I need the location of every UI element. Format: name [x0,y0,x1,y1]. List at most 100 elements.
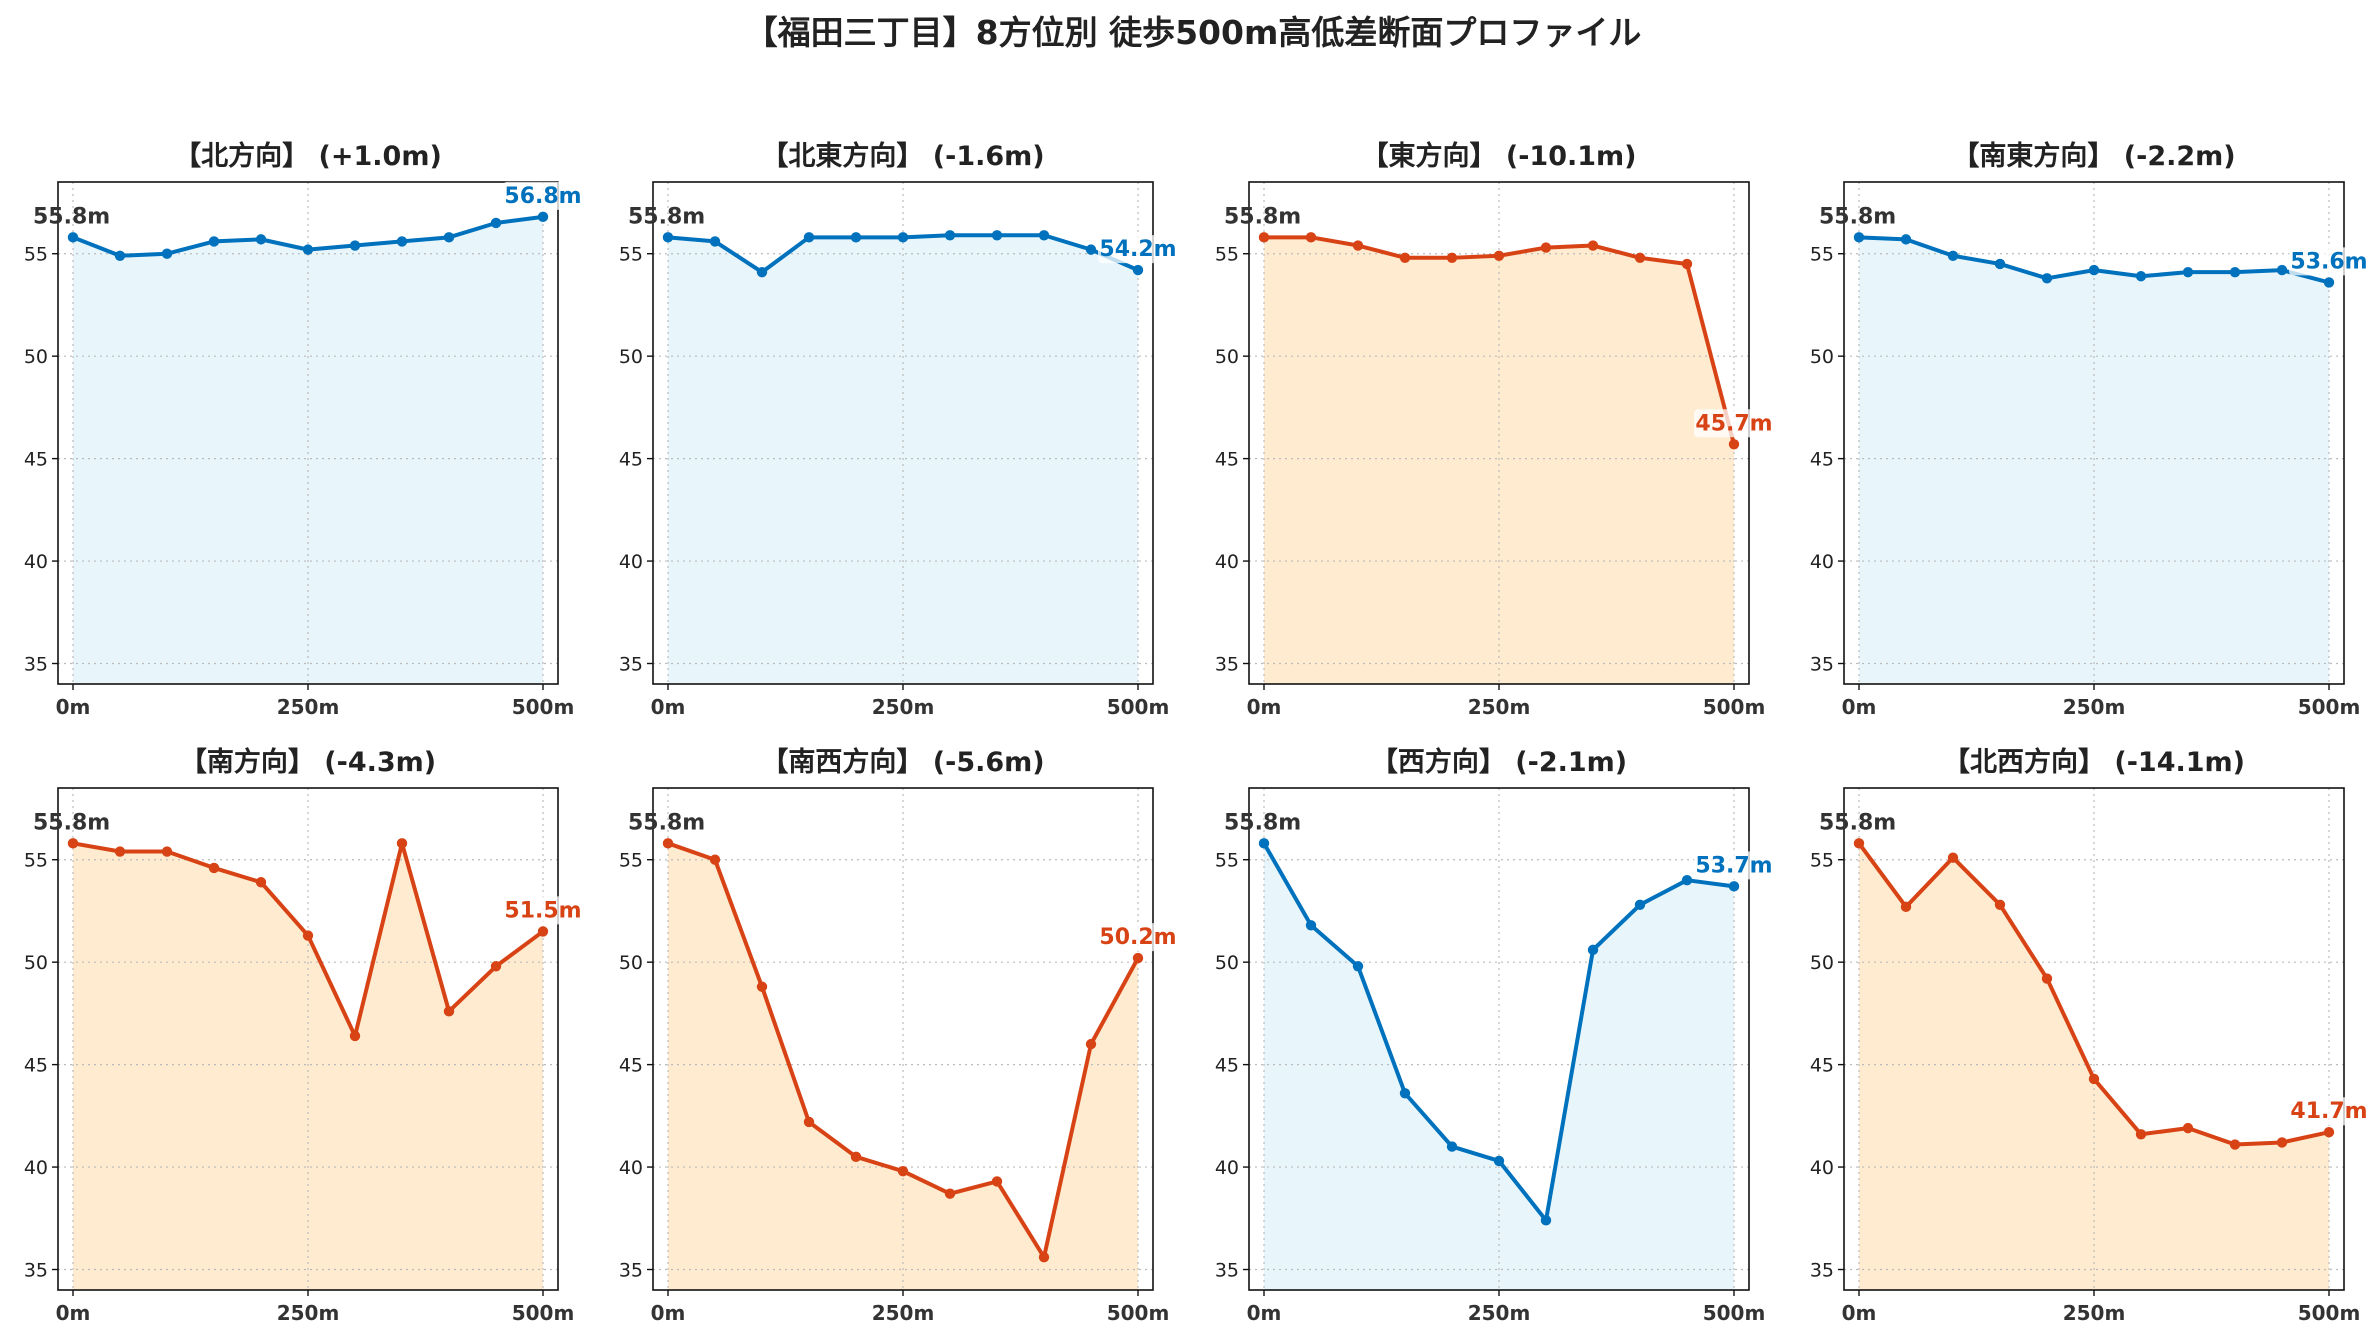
data-point [1038,230,1050,241]
data-point [2229,1139,2241,1150]
start-elevation-label: 55.8m [628,204,705,229]
data-point [2088,1073,2100,1085]
data-point [1305,920,1317,931]
data-point [349,240,361,251]
data-point [803,232,815,243]
y-tick-label: 45 [1215,1055,1239,1077]
data-point [1305,232,1317,243]
data-point [1587,944,1599,956]
data-point [161,248,173,259]
y-tick-label: 50 [1215,952,1239,974]
data-point [1399,252,1411,264]
y-tick-label: 55 [24,850,48,872]
elevation-area [1859,237,2329,684]
panel-title: 【西方向】 (-2.1m) [1371,746,1627,778]
data-point [1085,244,1097,255]
data-point [537,211,549,223]
data-point [944,230,956,241]
panel-title: 【東方向】 (-10.1m) [1361,140,1636,172]
data-point [1853,838,1865,849]
elevation-area [73,216,543,685]
data-point [1900,901,1912,913]
elevation-area [73,843,543,1290]
x-tick-label: 0m [1247,1301,1282,1325]
end-elevation-label: 41.7m [2290,1099,2367,1124]
y-tick-label: 35 [24,1260,48,1282]
data-point [991,1176,1003,1187]
data-point [2135,271,2147,282]
y-tick-label: 35 [1810,1260,1834,1282]
x-tick-label: 250m [2063,1301,2126,1325]
panel-title: 【北東方向】 (-1.6m) [761,140,1044,172]
y-tick-label: 40 [1215,551,1239,573]
data-point [803,1116,815,1128]
x-tick-label: 250m [277,1301,340,1325]
y-tick-label: 55 [1215,850,1239,872]
x-tick-label: 250m [1468,1301,1531,1325]
y-tick-label: 35 [24,654,48,676]
x-tick-label: 0m [56,1301,91,1325]
data-point [1634,899,1646,910]
panel-7: 【北西方向】 (-14.1m) 35 40 45 50 55 0m 250m 500m 55.8m… [1810,746,2369,1325]
y-tick-label: 40 [619,551,643,573]
data-point [537,926,549,937]
panel-3: 【南東方向】 (-2.2m) 35 40 45 50 55 0m 250m 500m 55.8m 5… [1810,140,2369,719]
data-point [1900,234,1912,245]
y-tick-label: 40 [1810,1157,1834,1179]
y-tick-label: 35 [619,654,643,676]
elevation-area [1264,237,1734,684]
x-tick-label: 0m [651,1301,686,1325]
y-tick-label: 45 [1810,1055,1834,1077]
start-elevation-label: 55.8m [628,810,705,835]
x-tick-label: 0m [1842,1301,1877,1325]
data-point [2182,266,2194,278]
y-tick-label: 45 [1810,449,1834,471]
data-point [944,1188,956,1199]
data-point [1132,952,1144,964]
data-point [2276,1137,2288,1148]
y-tick-label: 40 [24,1157,48,1179]
start-elevation-label: 55.8m [1224,204,1301,229]
data-point [709,854,721,865]
data-point [897,1165,909,1177]
data-point [991,230,1003,241]
y-tick-label: 35 [1215,1260,1239,1282]
figure-title: 【福田三丁目】8方位別 徒歩500m高低差断面プロファイル [745,13,1642,52]
data-point [1038,1252,1050,1263]
data-point [1493,250,1505,261]
data-point [1258,838,1270,849]
x-tick-label: 250m [872,695,935,719]
x-tick-label: 500m [512,695,575,719]
y-tick-label: 45 [24,449,48,471]
data-point [67,232,79,243]
panel-title: 【南西方向】 (-5.6m) [761,746,1044,778]
data-point [1540,1215,1552,1226]
data-point [2229,266,2241,278]
data-point [897,232,909,243]
y-tick-label: 50 [619,952,643,974]
panel-6: 【西方向】 (-2.1m) 35 40 45 50 55 0m 250m 500m 55.8m 53… [1215,746,1774,1325]
data-point [349,1030,361,1042]
data-point [443,1006,455,1017]
x-tick-label: 0m [651,695,686,719]
data-point [302,930,314,941]
data-point [1352,240,1364,251]
panel-5: 【南西方向】 (-5.6m) 35 40 45 50 55 0m 250m 500m 55.8m 5… [619,746,1178,1325]
end-label-backdrop [1694,851,1774,880]
data-point [1728,439,1740,450]
y-tick-label: 45 [619,1055,643,1077]
start-elevation-label: 55.8m [33,810,110,835]
data-point [208,236,220,247]
end-label-backdrop [1098,235,1178,264]
panel-1: 【北東方向】 (-1.6m) 35 40 45 50 55 0m 250m 500m 55.8m 5… [619,140,1178,719]
y-tick-label: 45 [1215,449,1239,471]
y-tick-label: 40 [619,1157,643,1179]
data-point [396,838,408,849]
end-label-backdrop [503,896,583,925]
y-tick-label: 55 [619,244,643,266]
data-point [709,236,721,247]
end-elevation-label: 51.5m [504,898,581,923]
y-tick-label: 50 [1810,346,1834,368]
data-point [255,877,267,888]
